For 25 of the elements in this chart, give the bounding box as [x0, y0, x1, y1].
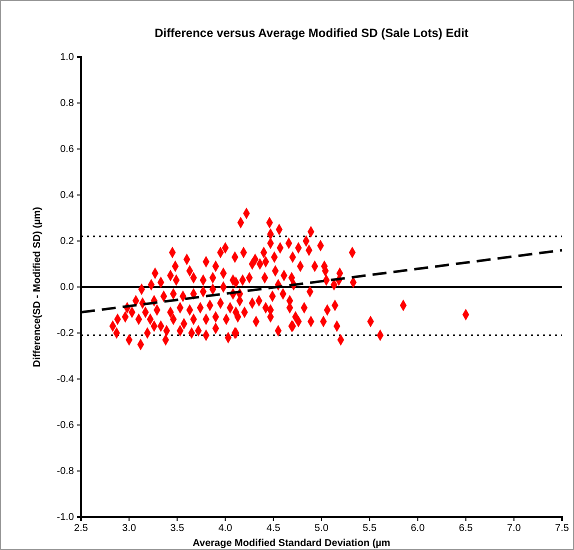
y-tick-label: -0.8	[56, 466, 74, 478]
y-tick-label: -0.2	[56, 328, 74, 340]
y-tick-label: -1.0	[56, 512, 74, 524]
y-tick-label: -0.6	[56, 420, 74, 432]
y-tick-label: -0.4	[56, 374, 74, 386]
x-tick-label: 6.0	[410, 523, 426, 534]
x-axis-title: Average Modified Standard Deviation (µm	[192, 538, 390, 549]
x-tick-label: 3.5	[170, 523, 185, 534]
x-tick-label: 3.0	[122, 523, 136, 534]
y-tick-label: 0.6	[60, 144, 74, 156]
y-axis-title: Difference(SD - Modified SD) (µm)	[32, 206, 43, 368]
x-tick-label: 7.5	[555, 523, 570, 534]
x-tick-label: 6.5	[458, 523, 474, 534]
chart-title: Difference versus Average Modified SD (Sale Lots) Edit	[154, 26, 468, 40]
y-tick-label: 0.2	[60, 236, 74, 248]
x-tick-label: 5.0	[314, 523, 329, 534]
y-tick-label: 0.4	[60, 190, 74, 202]
x-tick-label: 4.5	[266, 523, 281, 534]
y-tick-label: 0.8	[60, 98, 74, 110]
x-tick-label: 2.5	[74, 523, 88, 534]
y-tick-label: 0.0	[60, 282, 74, 294]
x-tick-label: 5.5	[362, 523, 377, 534]
x-tick-label: 4.0	[218, 523, 233, 534]
x-tick-label: 7.0	[506, 523, 522, 534]
y-tick-label: 1.0	[60, 52, 74, 64]
